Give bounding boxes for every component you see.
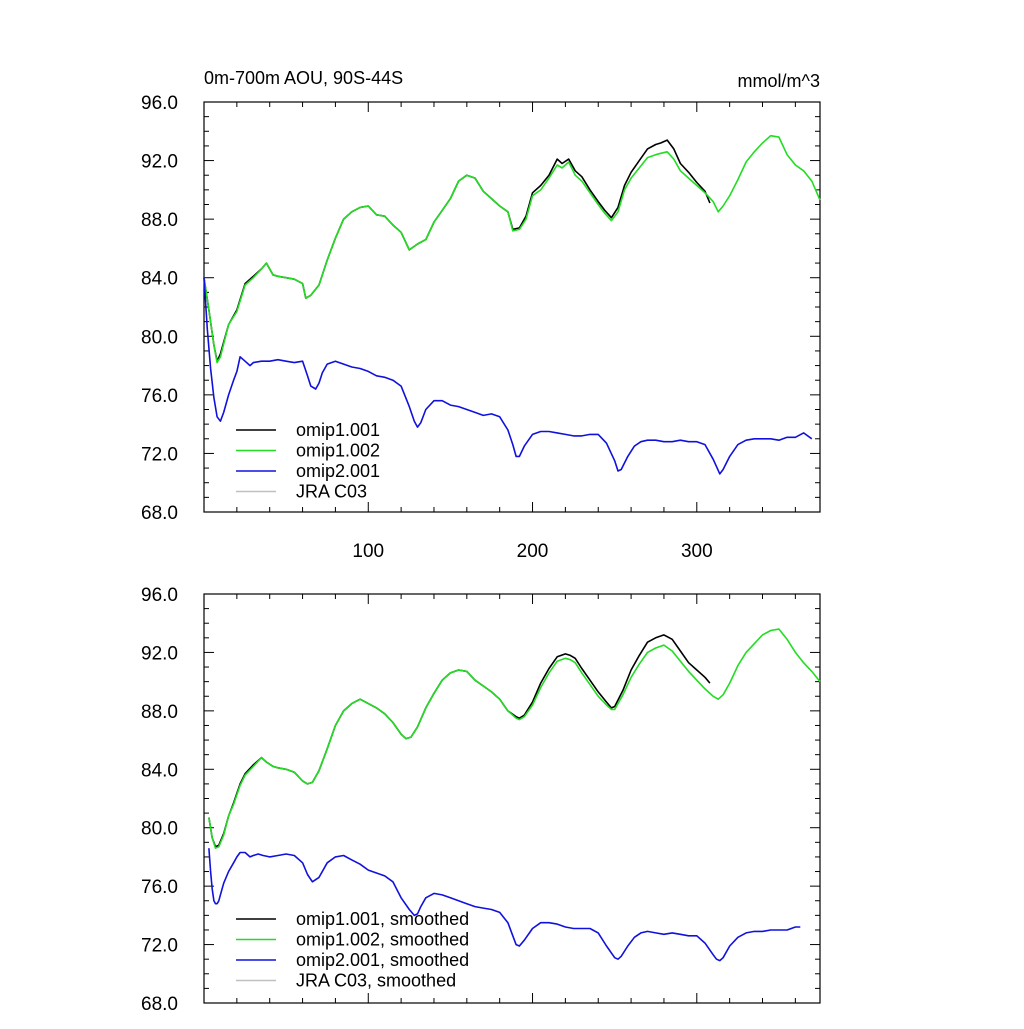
raw-panel: 68.0 72.0 76.0 80.0 84.0 88.0 92.0 96.0 100 200 30… [141,93,821,562]
series-line-omip2-001-smoothed [208,848,801,962]
x-tick-label: 200 [517,541,549,562]
y-tick-label: 88.0 [141,210,178,231]
y-tick-label: 88.0 [141,702,178,723]
plot-title: 0m-700m AOU, 90S-44S [204,68,403,88]
y-tick-label: 96.0 [141,93,178,114]
y-tick-label: 80.0 [141,327,178,348]
y-tick-label: 76.0 [141,386,178,407]
y-tick-label: 72.0 [141,936,178,957]
legend-label: JRA C03 [296,482,367,502]
y-tick-label: 80.0 [141,819,178,840]
legend-label: JRA C03, smoothed [296,971,456,991]
smoothed-panel: 68.0 72.0 76.0 80.0 84.0 88.0 92.0 96.0 omip1.00… [141,585,821,1015]
legend-label: omip1.002, smoothed [296,930,469,950]
series-line-omip1-002-smoothed [208,628,821,850]
legend-label: omip2.001 [296,461,380,481]
y-tick-label: 84.0 [141,269,178,290]
y-tick-label: 72.0 [141,444,178,465]
series-line-omip2-001 [203,277,813,475]
y-tick-label: 96.0 [141,585,178,606]
units-label: mmol/m^3 [738,71,820,91]
y-tick-label: 68.0 [141,503,178,524]
y-tick-label: 92.0 [141,152,178,173]
legend-label: omip1.002 [296,441,380,461]
y-tick-label: 76.0 [141,877,178,898]
y-tick-label: 92.0 [141,643,178,664]
series-line-omip1-002 [203,134,821,364]
legend-label: omip1.001 [296,420,380,440]
legend-label: omip2.001, smoothed [296,950,469,970]
y-tick-label: 68.0 [141,994,178,1015]
x-tick-label: 100 [352,541,384,562]
series-line-omip1-001-smoothed [208,634,711,848]
y-tick-label: 84.0 [141,760,178,781]
legend-label: omip1.001, smoothed [296,909,469,929]
x-tick-label: 300 [681,541,713,562]
